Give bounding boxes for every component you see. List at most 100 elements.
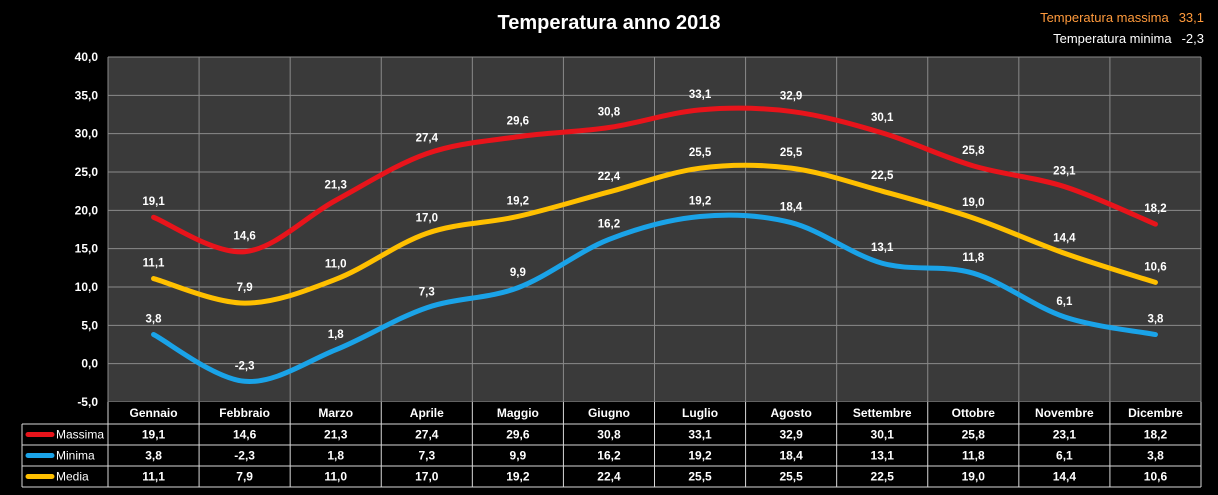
chart-title: Temperatura anno 2018 xyxy=(497,12,721,34)
data-label-minima: 19,2 xyxy=(689,195,711,207)
y-tick-label: 15,0 xyxy=(75,242,99,256)
data-label-minima: 3,8 xyxy=(146,314,163,326)
table-cell-minima: 3,8 xyxy=(1147,449,1164,463)
data-label-minima: 7,3 xyxy=(419,287,435,299)
min-temperature-stat: Temperatura minima -2,3 xyxy=(1053,31,1204,46)
y-tick-label: -5,0 xyxy=(77,395,98,409)
table-cell-media: 25,5 xyxy=(779,470,803,484)
data-label-media: 19,0 xyxy=(962,197,984,209)
table-cell-media: 11,1 xyxy=(142,470,165,484)
y-tick-label: 20,0 xyxy=(75,203,99,217)
data-label-media: 25,5 xyxy=(780,147,803,159)
data-label-minima: 9,9 xyxy=(510,267,526,279)
table-cell-minima: 19,2 xyxy=(688,449,712,463)
data-label-media: 22,4 xyxy=(598,171,621,183)
min-temperature-value: -2,3 xyxy=(1181,31,1204,46)
data-label-media: 25,5 xyxy=(689,147,712,159)
data-label-media: 11,0 xyxy=(325,258,347,270)
series-line-massima xyxy=(151,105,1158,255)
data-label-minima: 13,1 xyxy=(871,242,894,254)
data-label-media: 14,4 xyxy=(1053,232,1076,244)
table-cell-massima: 21,3 xyxy=(324,428,348,442)
data-label-media: 7,9 xyxy=(237,282,253,294)
data-label-massima: 25,8 xyxy=(962,145,985,157)
y-tick-label: 10,0 xyxy=(75,280,99,294)
data-label-media: 11,1 xyxy=(143,258,165,270)
data-label-media: 17,0 xyxy=(416,212,438,224)
table-cell-media: 10,6 xyxy=(1144,470,1168,484)
data-label-minima: 1,8 xyxy=(328,329,345,341)
table-cell-massima: 32,9 xyxy=(779,428,803,442)
category-label: Luglio xyxy=(682,406,718,420)
data-label-massima: 23,1 xyxy=(1053,166,1076,178)
data-label-minima: 11,8 xyxy=(962,252,984,264)
data-label-media: 19,2 xyxy=(507,195,529,207)
table-cell-minima: 3,8 xyxy=(145,449,162,463)
data-label-minima: -2,3 xyxy=(235,360,255,372)
category-label: Marzo xyxy=(318,406,353,420)
data-label-massima: 19,1 xyxy=(142,196,165,208)
data-label-massima: 32,9 xyxy=(780,90,802,102)
y-tick-label: 30,0 xyxy=(75,127,99,141)
table-cell-minima: -2,3 xyxy=(234,449,255,463)
table-cell-massima: 14,6 xyxy=(233,428,257,442)
series-line-media xyxy=(151,162,1158,306)
table-cell-media: 14,4 xyxy=(1053,470,1077,484)
max-temperature-stat: Temperatura massima 33,1 xyxy=(1040,10,1204,25)
category-label: Agosto xyxy=(770,406,811,420)
table-cell-massima: 33,1 xyxy=(688,428,712,442)
table-cell-minima: 7,3 xyxy=(418,449,435,463)
category-label: Dicembre xyxy=(1128,406,1183,420)
category-label: Febbraio xyxy=(219,406,270,420)
table-cell-massima: 30,8 xyxy=(597,428,621,442)
category-label: Gennaio xyxy=(130,406,178,420)
table-cell-massima: 25,8 xyxy=(962,428,986,442)
category-label: Aprile xyxy=(410,406,444,420)
category-label: Novembre xyxy=(1035,406,1094,420)
table-cell-minima: 9,9 xyxy=(510,449,527,463)
data-label-massima: 33,1 xyxy=(689,89,712,101)
series-line-minima xyxy=(151,212,1158,384)
table-cell-minima: 13,1 xyxy=(871,449,895,463)
table-cell-minima: 16,2 xyxy=(597,449,621,463)
table-cell-media: 25,5 xyxy=(688,470,712,484)
data-label-massima: 27,4 xyxy=(416,133,439,145)
table-cell-massima: 18,2 xyxy=(1144,428,1168,442)
data-label-minima: 3,8 xyxy=(1147,314,1164,326)
data-label-massima: 18,2 xyxy=(1144,203,1166,215)
table-cell-massima: 27,4 xyxy=(415,428,439,442)
legend-label-media: Media xyxy=(56,470,89,484)
table-cell-media: 22,5 xyxy=(871,470,895,484)
data-label-massima: 29,6 xyxy=(507,116,529,128)
y-tick-label: 40,0 xyxy=(75,50,99,64)
max-temperature-label: Temperatura massima xyxy=(1040,10,1169,25)
table-cell-media: 22,4 xyxy=(597,470,621,484)
data-label-minima: 16,2 xyxy=(598,218,620,230)
category-label: Maggio xyxy=(497,406,539,420)
data-label-massima: 30,1 xyxy=(871,112,894,124)
y-tick-label: 5,0 xyxy=(81,318,98,332)
table-cell-minima: 1,8 xyxy=(327,449,344,463)
table-cell-media: 7,9 xyxy=(236,470,253,484)
legend-label-massima: Massima xyxy=(56,428,104,442)
table-cell-massima: 29,6 xyxy=(506,428,530,442)
table-cell-minima: 18,4 xyxy=(779,449,803,463)
category-label: Giugno xyxy=(588,406,630,420)
table-cell-media: 17,0 xyxy=(415,470,439,484)
table-cell-media: 11,0 xyxy=(324,470,347,484)
table-cell-minima: 6,1 xyxy=(1056,449,1073,463)
table-cell-massima: 19,1 xyxy=(142,428,166,442)
data-label-minima: 18,4 xyxy=(780,202,803,214)
table-cell-massima: 30,1 xyxy=(871,428,895,442)
table-cell-media: 19,0 xyxy=(962,470,986,484)
legend-label-minima: Minima xyxy=(56,449,95,463)
min-temperature-label: Temperatura minima xyxy=(1053,31,1172,46)
data-label-massima: 30,8 xyxy=(598,107,621,119)
data-label-media: 22,5 xyxy=(871,170,894,182)
max-temperature-value: 33,1 xyxy=(1178,10,1204,25)
data-label-massima: 21,3 xyxy=(325,179,347,191)
category-label: Ottobre xyxy=(952,406,996,420)
y-tick-label: 0,0 xyxy=(81,357,98,371)
data-label-minima: 6,1 xyxy=(1056,296,1073,308)
